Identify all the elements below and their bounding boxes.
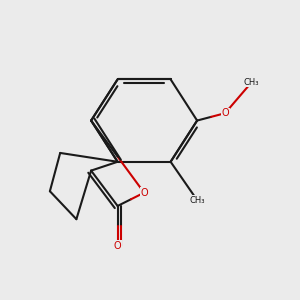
Text: CH₃: CH₃	[189, 196, 205, 205]
Text: O: O	[140, 188, 148, 198]
Text: O: O	[221, 108, 229, 118]
Text: CH₃: CH₃	[244, 78, 259, 87]
Text: O: O	[114, 241, 122, 251]
